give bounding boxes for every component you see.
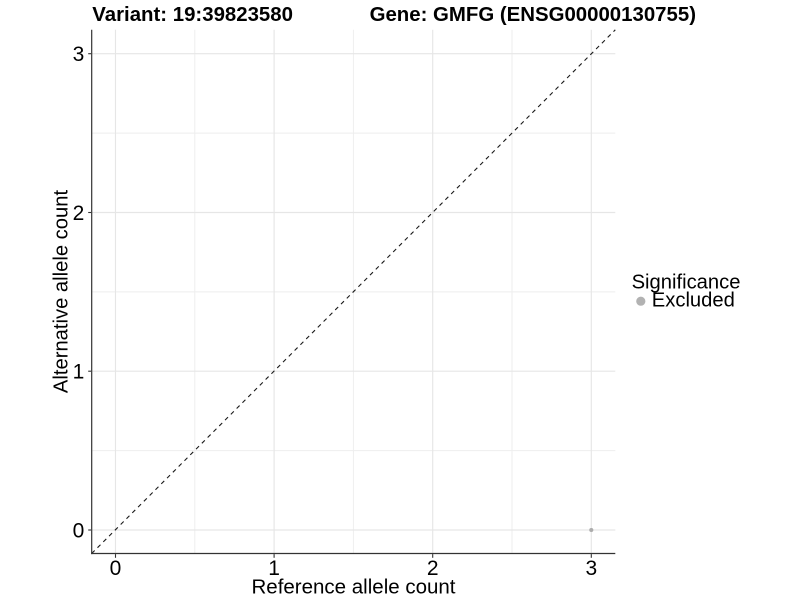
svg-text:0: 0 [73,519,85,542]
svg-text:2: 2 [73,202,85,225]
svg-text:3: 3 [585,557,597,580]
svg-text:Gene: GMFG (ENSG00000130755): Gene: GMFG (ENSG00000130755) [370,4,696,26]
svg-text:Alternative allele count: Alternative allele count [51,190,73,394]
svg-text:0: 0 [110,557,122,580]
svg-text:1: 1 [73,361,85,384]
svg-text:Reference allele count: Reference allele count [252,576,456,599]
svg-text:2: 2 [427,557,439,580]
svg-text:Excluded: Excluded [652,290,735,312]
svg-text:3: 3 [73,43,85,66]
svg-text:1: 1 [268,557,280,580]
svg-text:Significance: Significance [632,271,741,293]
svg-text:Variant: 19:39823580: Variant: 19:39823580 [92,4,293,26]
